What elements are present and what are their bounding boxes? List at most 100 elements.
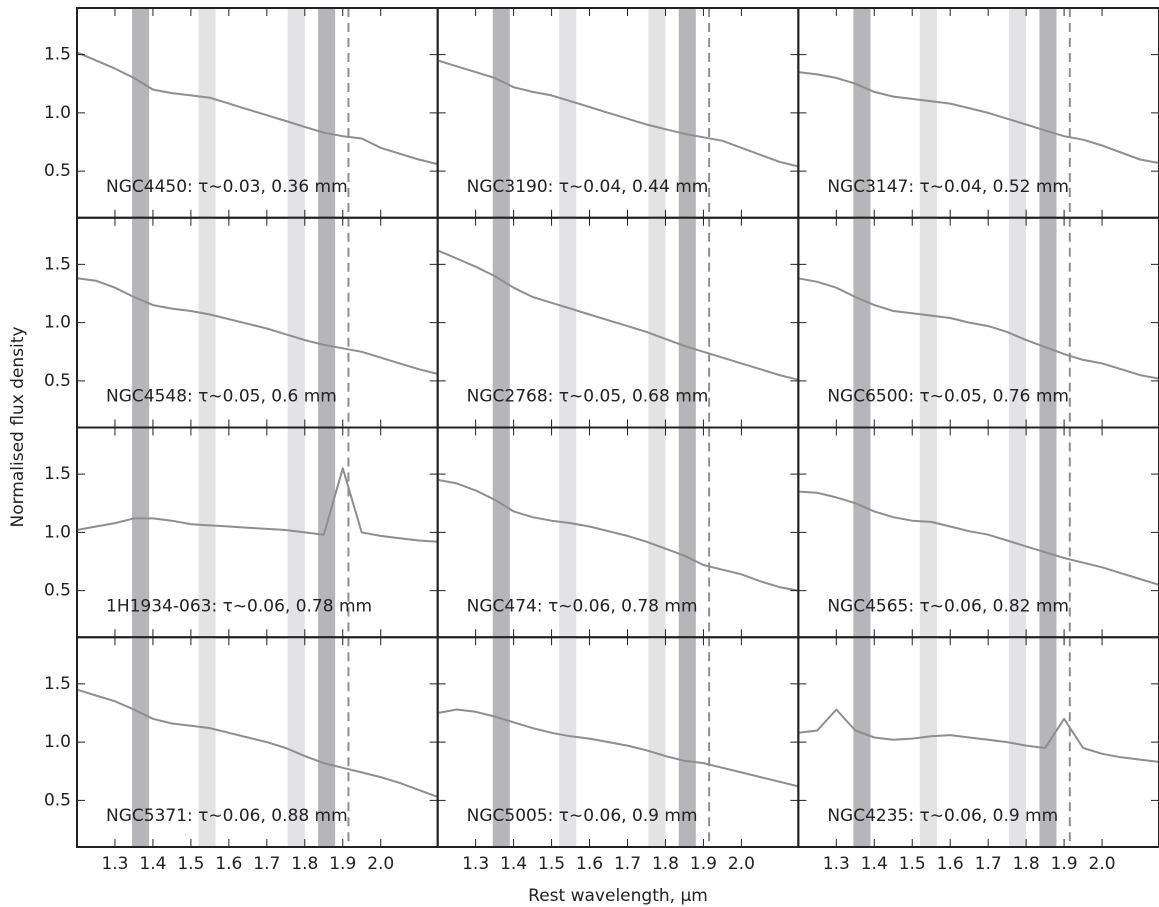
spectrum-line [437,478,799,592]
x-tick-label: 1.5 [538,854,565,874]
x-tick-label: 1.9 [1051,854,1078,874]
band [919,217,937,428]
panel-annotation: NGC3147: τ∼0.04, 0.52 mm [827,177,1069,197]
panel-frame [797,636,1159,848]
panel-annotation: NGC4450: τ∼0.03, 0.36 mm [106,177,348,197]
band [1009,217,1027,428]
x-tick-label: 2.0 [1089,854,1116,874]
x-tick-label: 1.9 [690,854,717,874]
x-tick-label: 1.4 [500,854,527,874]
band [287,8,305,218]
band [132,8,150,218]
spectrum-line [437,59,799,168]
spectrum-line [798,71,1159,164]
x-tick-label: 1.3 [462,854,489,874]
band [1009,8,1027,218]
spectrum-line [798,708,1159,763]
band [132,427,150,638]
band [492,8,510,218]
y-tick-label: 0.5 [44,371,71,391]
panel-annotation: NGC3190: τ∼0.04, 0.44 mm [467,177,709,197]
spectrum-line [76,688,439,798]
y-tick-label: 1.0 [44,732,71,752]
y-tick-label: 1.0 [44,522,71,542]
panel-annotation: NGC4548: τ∼0.05, 0.6 mm [106,387,337,407]
y-tick-label: 1.5 [44,464,71,484]
band [559,217,577,428]
band [1009,637,1027,847]
y-tick-label: 0.5 [44,161,71,181]
band [492,427,510,638]
x-axis-label: Rest wavelength, μm [528,886,708,906]
panel-annotation: 1H1934-063: τ∼0.06, 0.78 mm [106,596,372,616]
spectrum-line [76,467,438,543]
y-tick-label: 1.5 [44,674,71,694]
x-tick-label: 1.8 [1013,854,1040,874]
x-tick-label: 2.0 [728,854,755,874]
spectrum-line [437,708,799,788]
band [198,217,216,428]
band [559,427,577,638]
band [559,637,577,847]
band [1039,427,1057,638]
band [919,427,937,638]
band [1039,217,1057,428]
band [678,8,696,218]
band [853,637,871,847]
band [198,427,216,638]
spectrum-line [76,51,438,166]
band [287,427,305,638]
panel-annotation: NGC474: τ∼0.06, 0.78 mm [467,596,698,616]
band [853,427,871,638]
band [559,8,577,218]
spectrum-line [437,249,799,381]
band [1039,8,1057,218]
y-tick-label: 1.5 [44,254,71,274]
spectrum-line [76,277,438,375]
x-tick-label: 1.7 [253,854,280,874]
band [287,217,305,428]
band [318,427,336,638]
panel-annotation: NGC4565: τ∼0.06, 0.82 mm [827,596,1069,616]
panel-annotation: NGC4235: τ∼0.06, 0.9 mm [827,806,1058,826]
x-tick-label: 1.8 [291,854,318,874]
x-tick-label: 1.3 [101,854,128,874]
x-tick-label: 1.4 [139,854,166,874]
band [648,217,666,428]
band [919,637,937,847]
band [648,8,666,218]
y-tick-label: 0.5 [44,581,71,601]
x-tick-label: 1.4 [861,854,888,874]
x-tick-label: 2.0 [367,854,394,874]
panel-annotation: NGC6500: τ∼0.05, 0.76 mm [827,387,1069,407]
band [648,427,666,638]
y-tick-label: 1.0 [44,313,71,333]
band [492,637,510,847]
band [678,427,696,638]
panel-annotation: NGC5371: τ∼0.06, 0.88 mm [106,806,348,826]
panel-annotation: NGC5005: τ∼0.06, 0.9 mm [467,806,698,826]
x-tick-label: 1.8 [652,854,679,874]
band [853,8,871,218]
band [1009,427,1027,638]
x-tick-label: 1.3 [823,854,850,874]
y-tick-label: 1.0 [44,103,71,123]
x-tick-label: 1.5 [177,854,204,874]
band [132,637,150,847]
x-tick-label: 1.9 [329,854,356,874]
panel-annotation: NGC2768: τ∼0.05, 0.68 mm [467,387,709,407]
band [678,637,696,847]
band [132,217,150,428]
band [318,637,336,847]
band [318,8,336,218]
band [648,637,666,847]
band [198,8,216,218]
x-tick-label: 1.6 [215,854,242,874]
y-tick-label: 0.5 [44,790,71,810]
band [198,637,216,847]
band [492,217,510,428]
band [318,217,336,428]
band [853,217,871,428]
x-tick-label: 1.7 [614,854,641,874]
